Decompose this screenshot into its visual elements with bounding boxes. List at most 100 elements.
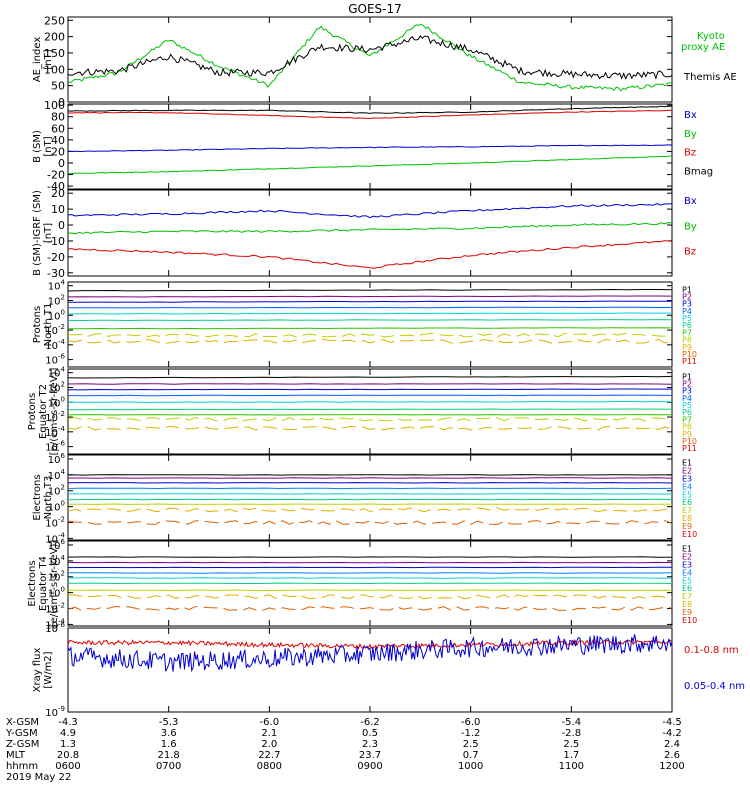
- axis-cell-hhmm: 0900: [357, 761, 382, 772]
- legend-entry: P10: [682, 350, 697, 359]
- axis-row-label: Z-GSM: [6, 739, 39, 750]
- panel-xray: 10-6 10-9 Xray flux [W/m2] 0.1-0.8 nm 0.05-0.…: [32, 621, 745, 719]
- legend-entry: 0.05-0.4 nm: [684, 681, 745, 692]
- axis-cell-zgsm: 2.0: [261, 739, 277, 750]
- legend-entry: E3: [682, 561, 692, 570]
- legend-entry: Bz: [684, 247, 696, 258]
- legend-entry: P9: [682, 430, 692, 439]
- y-axis-label: B (SM)-IGRF (SM): [32, 190, 43, 276]
- series-e7: [68, 589, 673, 592]
- panel-frame: [67, 281, 673, 368]
- axis-cell-xgsm: -4.3: [58, 717, 78, 728]
- y-axis-label: Electrons: [27, 560, 38, 606]
- legend-entry: E4: [682, 482, 692, 491]
- axis-cell-mlt: 23.7: [359, 750, 381, 761]
- y-tick-label: 10-9: [45, 705, 65, 719]
- series-e8: [67, 507, 673, 513]
- legend-entry: E6: [682, 584, 692, 593]
- y-tick-label: 50: [51, 80, 65, 93]
- legend-entry: E2: [682, 553, 692, 562]
- legend-entry: P8: [682, 336, 692, 345]
- legend-entry: E8: [682, 514, 692, 523]
- y-axis-label: [nT]: [43, 136, 54, 156]
- axis-cell-ygsm: -1.2: [461, 728, 481, 739]
- y-axis-label: [W/m2]: [43, 651, 54, 688]
- y-axis-label: Equator T4: [38, 556, 49, 611]
- legend-entry: E2: [682, 467, 692, 476]
- legend-entry: P3: [682, 387, 692, 396]
- series-p1: [67, 375, 673, 379]
- series-group: [67, 23, 673, 92]
- y-tick-label: 10-2: [45, 602, 65, 616]
- y-tick-label: 40: [51, 134, 65, 147]
- y-axis-label: AE_index: [32, 37, 43, 83]
- legend-entry: 0.1-0.8 nm: [684, 645, 739, 656]
- legend-entry: P8: [682, 423, 692, 432]
- legend-entry: Kyoto: [697, 31, 725, 42]
- series-group: [67, 556, 673, 611]
- axis-cell-xgsm: -6.0: [461, 717, 481, 728]
- axis-cell-mlt: 0.7: [463, 750, 479, 761]
- legend-entry: Bz: [684, 148, 696, 159]
- legend-entry: P7: [682, 415, 692, 424]
- panel-frame: [67, 189, 673, 277]
- y-tick-label: 10-6: [45, 440, 65, 454]
- series-bmag: [67, 105, 672, 114]
- legend-entry: E10: [682, 530, 697, 539]
- y-tick-label: 100: [48, 500, 65, 514]
- axis-row-label: MLT: [6, 750, 26, 761]
- series-group: [67, 474, 673, 526]
- legend-entry: E8: [682, 600, 692, 609]
- legend-entry: E9: [682, 608, 692, 617]
- axis-cell-ygsm: -4.2: [662, 728, 682, 739]
- panel-et4: 106 104 102 100 10-210-4 Electrons Equator T4[…: [27, 538, 697, 631]
- axis-cell-mlt: 20.8: [57, 750, 79, 761]
- legend-entry: P11: [682, 357, 697, 366]
- series-e9: [67, 605, 673, 611]
- series-kyoto-proxy-ae: [67, 23, 672, 92]
- legend: 0.1-0.8 nm 0.05-0.4 nm: [684, 645, 745, 692]
- legend-entry: P9: [682, 343, 692, 352]
- panel-bigrf: -30 -20 -10 0 10 20 B (SM)-IGRF (SM) [nT] Bx By Bz: [32, 187, 697, 280]
- y-tick-label: -30: [47, 267, 65, 280]
- series-p5: [67, 400, 673, 403]
- axis-cell-zgsm: 2.4: [664, 739, 680, 750]
- series-by: [67, 155, 673, 175]
- y-axis-label: [p/(cm²-s-sr-keV)]: [49, 368, 60, 456]
- axis-row-label: hhmm: [6, 761, 38, 772]
- series-p5: [67, 312, 672, 315]
- axis-cell-zgsm: 2.5: [563, 739, 579, 750]
- series-p8: [67, 332, 673, 338]
- legend-entry: E1: [682, 545, 692, 554]
- series-bz: [67, 239, 673, 269]
- legend-entry: E9: [682, 522, 692, 531]
- y-axis-label: North T3: [43, 476, 54, 520]
- series-e5: [67, 577, 673, 579]
- legend-entry: E3: [682, 475, 692, 484]
- y-axis-label: [nT]: [43, 49, 54, 69]
- axis-cell-zgsm: 2.5: [463, 739, 479, 750]
- series-e2: [67, 477, 673, 479]
- legend-entry: P11: [682, 444, 697, 453]
- axis-cell-zgsm: 2.3: [362, 739, 378, 750]
- y-tick-label: 0: [58, 96, 65, 109]
- y-tick-label: 100: [48, 586, 65, 600]
- series-p2: [67, 295, 673, 298]
- axis-cell-hhmm: 1200: [659, 761, 684, 772]
- y-tick-label: 106: [48, 538, 66, 552]
- y-tick-label: 150: [44, 47, 65, 60]
- series-p4: [67, 306, 673, 309]
- y-tick-label: 10-4: [45, 531, 65, 545]
- y-axis-label: Protons: [32, 306, 43, 343]
- axis-cell-zgsm: 1.3: [60, 739, 76, 750]
- series-themis-ae: [67, 35, 673, 80]
- legend-entry: E7: [682, 592, 692, 601]
- legend: Bx By Bz: [684, 196, 697, 258]
